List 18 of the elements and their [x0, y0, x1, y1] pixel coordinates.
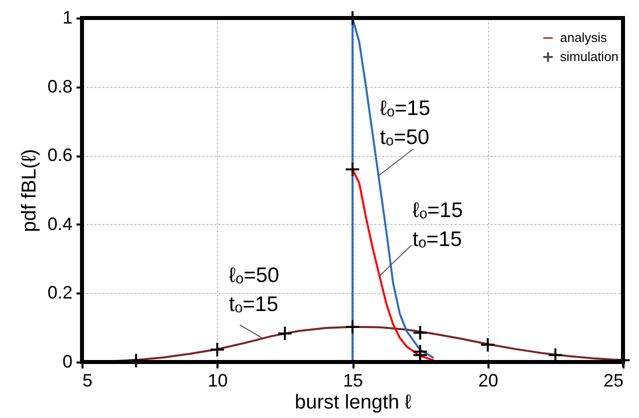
annotation: ℓₒ=50 tₒ=15: [228, 264, 280, 316]
x-tick-label: 15: [342, 370, 364, 390]
y-tick-label: 0.2: [47, 282, 72, 303]
legend-label: simulation: [560, 49, 619, 64]
annotation: ℓₒ=15 tₒ=15: [412, 199, 463, 251]
x-axis-title: burst length ℓ: [294, 392, 412, 414]
x-tick-label: 25: [603, 370, 624, 390]
x-tick-label: 20: [478, 370, 498, 390]
y-tick-label: 0: [62, 352, 72, 372]
annotation: ℓₒ=15 tₒ=50: [380, 97, 430, 150]
x-tick-label: 10: [208, 370, 228, 390]
y-tick-label: 0.8: [47, 76, 72, 96]
y-tick-label: 0.6: [47, 145, 72, 166]
legend-label: analysis: [560, 30, 608, 45]
y-tick-label: 1: [62, 8, 72, 28]
y-tick-label: 0.4: [47, 214, 72, 234]
y-axis-title: pdf fBL(ℓ): [18, 148, 40, 232]
x-tick-label: 5: [82, 370, 93, 390]
